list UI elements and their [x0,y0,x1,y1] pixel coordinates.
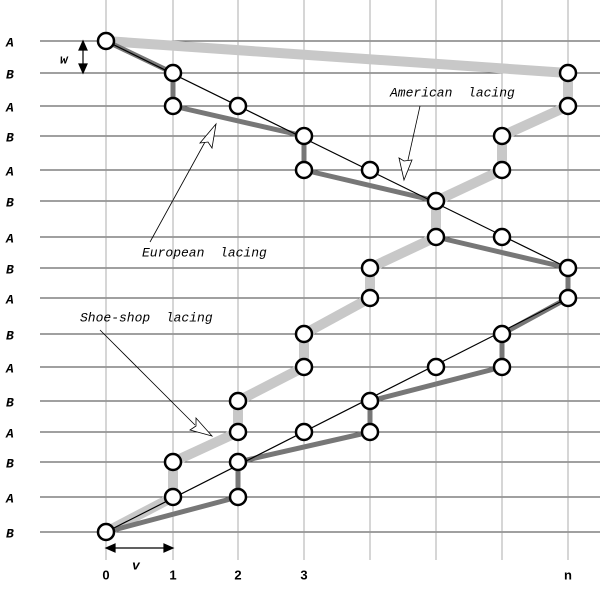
eyelet [558,96,578,116]
grid [40,0,600,560]
eyelet [558,258,578,278]
eyelet [294,160,314,180]
american-label: American lacing [389,85,515,100]
eyelet [360,160,380,180]
european-label: European lacing [142,245,267,260]
row-label: A [5,164,14,179]
row-label: B [6,526,14,541]
row-label: A [5,491,14,506]
eyelet [163,63,183,83]
eyelet [558,63,578,83]
row-label: B [6,262,14,277]
european-lace [105,234,571,535]
row-label: A [5,35,14,50]
v-arrow [104,543,175,553]
laces [103,36,573,537]
row-label: A [5,231,14,246]
eyelet [492,160,512,180]
eyelet [492,324,512,344]
row-label: A [5,292,14,307]
row-label: B [6,67,14,82]
column-label: 3 [300,567,307,582]
column-label: 1 [169,567,176,582]
eyelet [294,324,314,344]
row-label: B [6,395,14,410]
w-arrow [78,39,88,75]
eyelet [228,487,248,507]
eyelet [492,126,512,146]
shoe-shop-lace [105,40,569,269]
eyelet [228,391,248,411]
european-lace [104,38,437,204]
annotation-arrows [99,105,421,437]
eyelet [96,522,116,542]
eyelet [426,191,446,211]
row-label: B [6,456,14,471]
shoe-shop-label: Shoe-shop lacing [80,310,213,325]
row-label: A [5,100,14,115]
eyelet [426,357,446,377]
eyelet [360,258,380,278]
shoe-shop-lace [105,297,569,533]
eyelet [163,452,183,472]
row-label: B [6,130,14,145]
row-label: B [6,195,14,210]
eyelet [492,227,512,247]
column-label: 0 [102,567,109,582]
eyelet [492,357,512,377]
column-label: n [564,567,572,582]
row-label: A [5,361,14,376]
eyelet [558,288,578,308]
eyelets [96,31,578,542]
american-lace [103,36,573,537]
eyelet [96,31,116,51]
eyelet [163,96,183,116]
eyelet [294,357,314,377]
eyelet [228,422,248,442]
eyelet [360,422,380,442]
row-label: B [6,328,14,343]
eyelet [163,487,183,507]
eyelet [228,452,248,472]
w-label: w [60,52,69,67]
eyelet [228,96,248,116]
eyelet [294,126,314,146]
eyelet [294,422,314,442]
v-label: v [132,558,141,573]
eyelet [360,391,380,411]
column-label: 2 [234,567,241,582]
eyelet [426,227,446,247]
row-label: A [5,426,14,441]
eyelet [360,288,380,308]
